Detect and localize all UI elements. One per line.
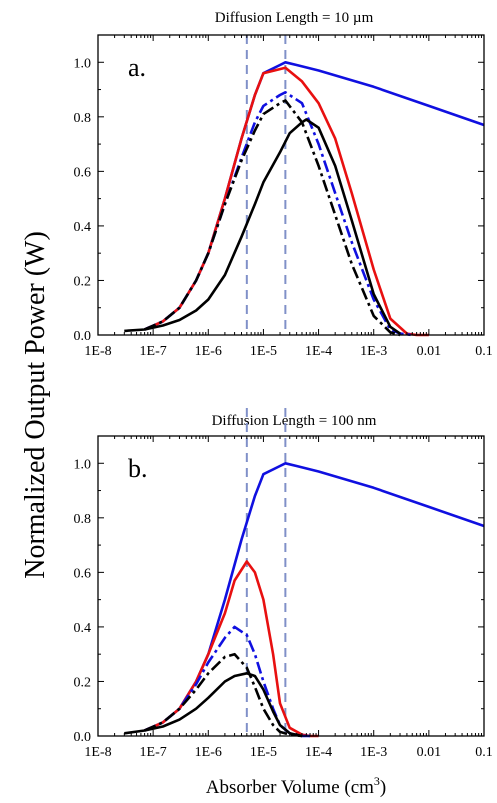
panel-b-x-tick-label: 1E-3 bbox=[360, 745, 387, 760]
panel-a-x-tick-label: 0.01 bbox=[417, 344, 442, 359]
panel-a-x-tick-label: 1E-8 bbox=[84, 344, 111, 359]
panel-a-title: Diffusion Length = 10 µm bbox=[215, 10, 374, 26]
panel-a-label: a. bbox=[128, 53, 146, 82]
panel-a-series-0-blue-solid bbox=[144, 60, 485, 331]
panel-a-y-tick-label: 0.8 bbox=[74, 111, 92, 126]
panel-a-x-tick-label: 1E-3 bbox=[360, 344, 387, 359]
panel-b-y-tick-label: 0.6 bbox=[74, 566, 92, 581]
panel-b-x-tick-label: 1E-5 bbox=[250, 745, 277, 760]
panel-a-x-tick-label: 1E-4 bbox=[305, 344, 332, 359]
panel-b-x-tick-label: 1E-8 bbox=[84, 745, 111, 760]
x-axis-label-tail: ) bbox=[380, 777, 386, 798]
panel-b-series-3-black-dashdot bbox=[144, 652, 303, 738]
panel-b-x-tick-label: 0.1 bbox=[475, 745, 493, 760]
panel-b-y-tick-label: 1.0 bbox=[74, 457, 92, 472]
panel-b-x-tick-label: 1E-4 bbox=[305, 745, 332, 760]
panel-b-x-tick-label: 0.01 bbox=[417, 745, 442, 760]
x-axis-label: Absorber Volume (cm3) bbox=[206, 774, 387, 798]
panel-a-x-tick-label: 1E-7 bbox=[140, 344, 167, 359]
y-axis-label: Normalized Output Power (W) bbox=[20, 231, 51, 579]
panel-b-frame bbox=[97, 435, 485, 737]
panel-b-series-1-red-solid bbox=[144, 560, 319, 738]
panel-a-series-3-black-dashdot bbox=[144, 99, 401, 337]
panel-b-ticks: 1E-8 1E-7 1E-6 1E-5 1E-4 1E-3 0.01 0.1 0.0 0.2 0.4… bbox=[74, 436, 493, 760]
x-axis-label-sup: 3 bbox=[374, 774, 380, 788]
panel-a-ticks: 1E-8 1E-7 1E-6 1E-5 1E-4 1E-3 0.01 0.1 0.0 0.2 0.4… bbox=[74, 35, 493, 359]
panel-a-frame bbox=[97, 34, 485, 336]
panel-b-series-0-blue-solid bbox=[144, 461, 485, 732]
panel-a-x-tick-label: 1E-6 bbox=[195, 344, 222, 359]
panel-b: Diffusion Length = 100 nm 1E-8 1E-7 1E-6 1E… bbox=[74, 408, 493, 760]
x-axis-label-main: Absorber Volume (cm bbox=[206, 777, 374, 798]
panel-b-title: Diffusion Length = 100 nm bbox=[212, 413, 377, 429]
panel-b-y-tick-label: 0.0 bbox=[74, 730, 92, 745]
panel-b-y-tick-label: 0.2 bbox=[74, 675, 92, 690]
panel-a-y-tick-label: 0.6 bbox=[74, 165, 92, 180]
panel-a-plot-area bbox=[124, 35, 485, 337]
panel-b-plot-area bbox=[124, 408, 485, 738]
panel-b-x-tick-label: 1E-6 bbox=[195, 745, 222, 760]
panel-a-x-tick-label: 0.1 bbox=[475, 344, 493, 359]
panel-a-y-tick-label: 1.0 bbox=[74, 56, 92, 71]
panel-a-y-tick-label: 0.2 bbox=[74, 274, 92, 289]
panel-b-x-tick-label: 1E-7 bbox=[140, 745, 167, 760]
panel-a-y-tick-label: 0.0 bbox=[74, 329, 92, 344]
panel-a-x-tick-label: 1E-5 bbox=[250, 344, 277, 359]
panel-a: Diffusion Length = 10 µm 1E-8 1E-7 1E-6 1E-… bbox=[74, 10, 493, 359]
panel-b-y-tick-label: 0.8 bbox=[74, 512, 92, 527]
panel-a-y-tick-label: 0.4 bbox=[74, 220, 92, 235]
panel-b-series-4-black-solid bbox=[124, 671, 303, 738]
panel-b-y-tick-label: 0.4 bbox=[74, 621, 92, 636]
panel-b-label: b. bbox=[128, 454, 148, 483]
panel-a-series-4-black-solid bbox=[124, 118, 401, 335]
